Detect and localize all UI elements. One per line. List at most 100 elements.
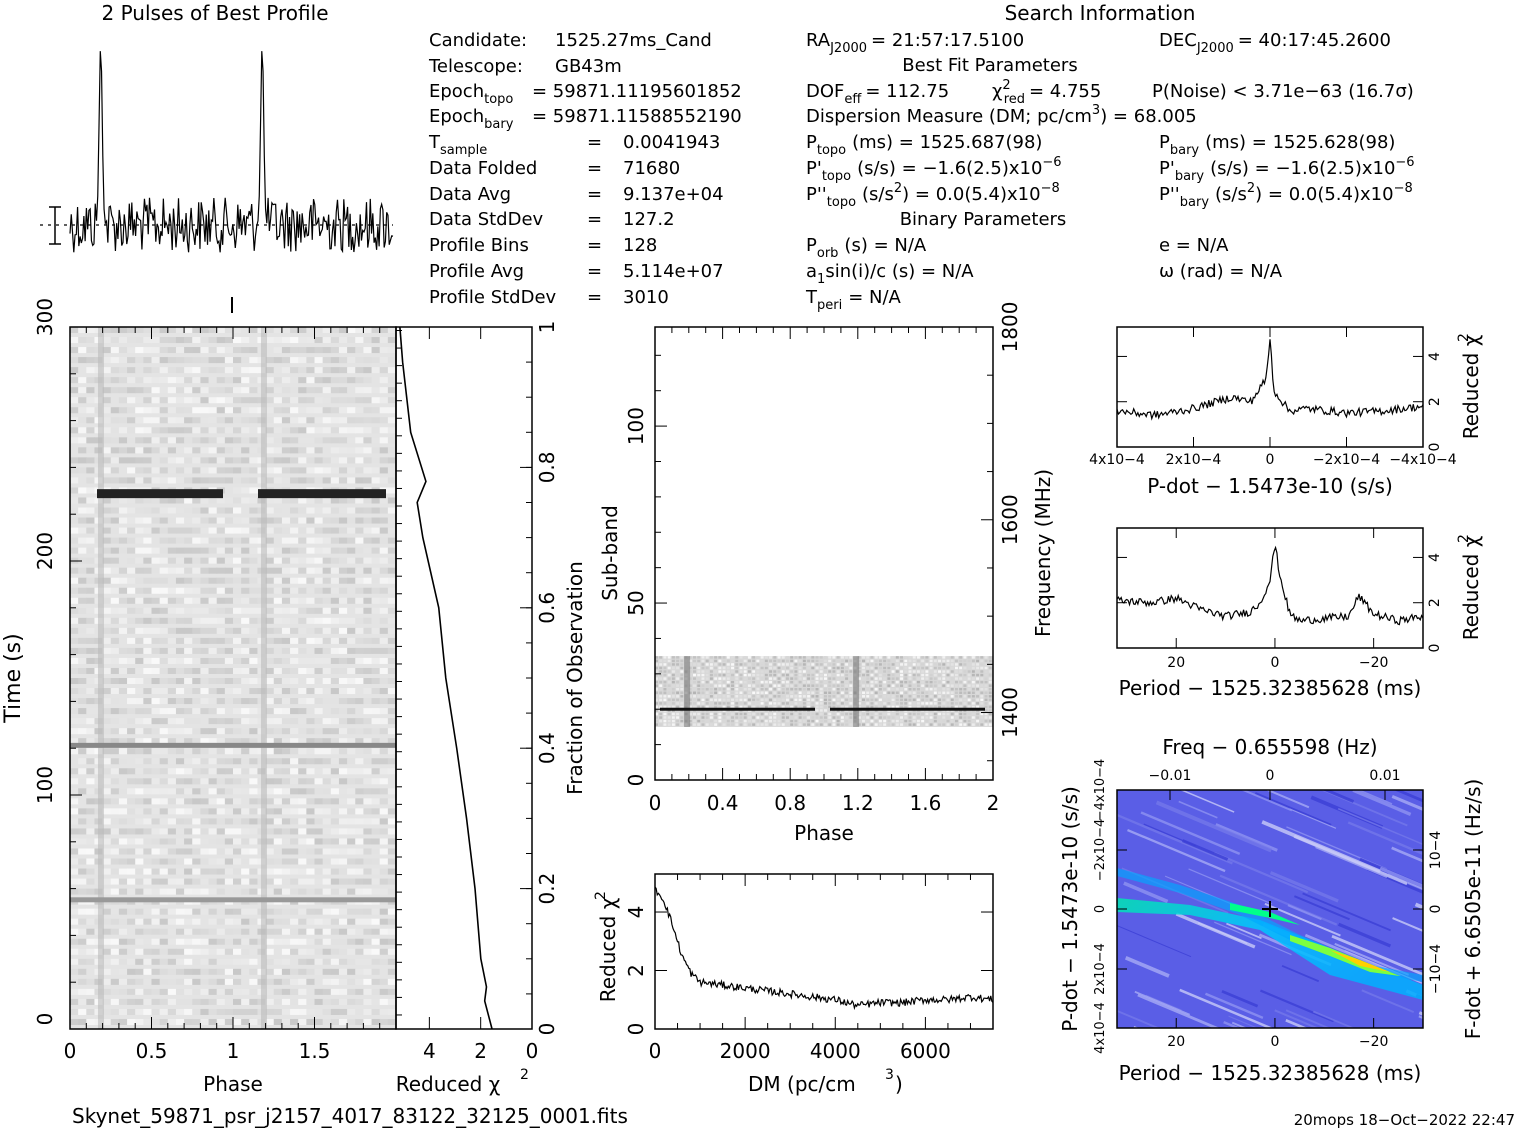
frac-frame (395, 326, 533, 1030)
tp-xtick-0: 0 (64, 1039, 77, 1063)
sb-y2tick-1: 1600 (998, 494, 1022, 545)
tp-xlabel: Phase (203, 1072, 263, 1096)
search-title: Search Information (1005, 1, 1196, 25)
ecc-field: e = N/A (1159, 235, 1229, 256)
period-chi2-plot: 20 0 −20 0 2 4 Period − 1525.32385628 (ms) Redu… (1116, 527, 1483, 700)
tp-ytick-2: 200 (33, 532, 57, 570)
pdot-ytick-0: 0 (1427, 443, 1443, 452)
pp-y2tick-0: 10−4 (1428, 831, 1444, 870)
frac-ytick-4: 0.8 (535, 451, 559, 483)
frac-ytick-5: 1 (535, 321, 559, 334)
period-ylabel-sup: 2 (1456, 534, 1472, 543)
period-pdot-image (1117, 790, 1423, 1028)
tsample-value: 0.0041943 (623, 132, 720, 153)
omega-field: ω (rad) = N/A (1159, 261, 1283, 282)
search-info: Search Information Candidate: 1525.27ms_… (428, 1, 1415, 313)
profile-avg-label: Profile Avg (429, 261, 524, 282)
tsample-eq: = (587, 132, 602, 153)
period-pdot-axes: 20 0 −20 −0.01 0 0.01 4x10−4 2x10−4 0 −2x10−4−4x1… (1058, 735, 1485, 1085)
profile-error-bar (49, 206, 61, 245)
subband-axes: 0 0.4 0.8 1.2 1.6 2 0 50 100 1400 1600 1800 Phase Sub… (598, 302, 1055, 845)
telescope-label: Telescope: (428, 56, 523, 77)
pdot-xtick-2: 0 (1266, 452, 1275, 468)
porb-field: Porb (s) = N/A (806, 235, 927, 261)
tp-bright-row (97, 489, 223, 499)
profile-avg-value: 5.114e+07 (623, 261, 724, 282)
time-phase-axes: 0 0.5 1 1.5 0 100 200 300 Phase Time (s) (1, 298, 397, 1096)
frac-line (399, 326, 493, 1030)
best-fit-title: Best Fit Parameters (902, 55, 1077, 76)
period-line (1116, 545, 1424, 626)
profile-plot (40, 51, 394, 254)
pdot-xtick-4: −4x10−4 (1389, 452, 1456, 468)
sb-pulse-column (853, 656, 860, 727)
tp-ytick-0: 0 (33, 1013, 57, 1026)
frac-ytick-3: 0.6 (535, 592, 559, 624)
dm-xlabel-close: ) (895, 1072, 903, 1096)
pp-xtick-2: −20 (1359, 1034, 1389, 1050)
binary-title: Binary Parameters (900, 209, 1067, 230)
pp-ytick-2: 0 (1093, 905, 1108, 913)
pdot-xtick-1: 2x10−4 (1166, 452, 1222, 468)
period-ytick-2: 4 (1427, 553, 1443, 562)
timestamp-label: 20mops 18−Oct−2022 22:47 (1294, 1111, 1515, 1129)
sb-bright-line (830, 707, 985, 711)
frac-xtick-2: 0 (526, 1039, 539, 1063)
tp-pulse-column (260, 327, 267, 1029)
dof-field: DOFeff = 112.75 (806, 81, 949, 107)
dm-xtick-1: 2000 (720, 1039, 771, 1063)
candidate-label: Candidate: (429, 30, 527, 51)
period-xtick-2: −20 (1359, 655, 1389, 671)
pp-ytick-3: −2x10−4 (1093, 819, 1108, 882)
pp-xtick-0: 20 (1167, 1034, 1185, 1050)
period-xtick-1: 0 (1270, 655, 1279, 671)
period-ytick-0: 0 (1427, 644, 1443, 653)
pp-x2tick-0: −0.01 (1149, 768, 1192, 784)
sb-ytick-1: 50 (624, 590, 648, 615)
profile-bins-label: Profile Bins (429, 235, 529, 256)
dm-ytick-0: 0 (624, 1023, 648, 1036)
frac-xtick-0: 4 (423, 1039, 436, 1063)
profile-bins-eq: = (587, 235, 602, 256)
pp-y2label: F-dot + 6.6505e-11 (Hz/s) (1461, 779, 1485, 1040)
pdot-ylabel-sup: 2 (1456, 333, 1472, 342)
data-std-label: Data StdDev (429, 209, 544, 230)
pddot-topo-field: P''topo (s/s2) = 0.0(5.4)x10−8 (806, 181, 1060, 210)
frac-xlabel-sup: 2 (520, 1067, 529, 1083)
profile-bins-value: 128 (623, 235, 657, 256)
chi2-field: χ2 red = 4.755 (992, 78, 1101, 107)
tperi-field: Tperi = N/A (805, 287, 902, 313)
sb-xtick-3: 1.2 (842, 791, 874, 815)
pp-ytick-0: 4x10−4 (1093, 1002, 1108, 1054)
profile-line (69, 51, 394, 254)
profile-std-label: Profile StdDev (429, 287, 557, 308)
subband-image (655, 656, 993, 727)
pdot-ytick-1: 2 (1427, 397, 1443, 406)
pp-y2tick-2: −10−4 (1428, 944, 1444, 994)
tp-ytick-3: 300 (33, 298, 57, 336)
pp-y2tick-1: 0 (1428, 905, 1444, 914)
tsample-label: Tsample (428, 132, 487, 158)
period-frame (1116, 527, 1424, 649)
pdot-bary-field: P'bary (s/s) = −1.6(2.5)x10−6 (1159, 155, 1415, 184)
time-phase-image (70, 327, 396, 1029)
profile-std-value: 3010 (623, 287, 669, 308)
sb-y2tick-2: 1800 (998, 302, 1022, 353)
period-xlabel: Period − 1525.32385628 (ms) (1119, 676, 1422, 700)
dm-field: Dispersion Measure (DM; pc/cm3) = 68.005 (806, 103, 1197, 127)
frac-ytick-2: 0.4 (535, 732, 559, 764)
dm-ylabel: Reduced χ (596, 898, 620, 1003)
period-xtick-0: 20 (1167, 655, 1185, 671)
frac-xlabel: Reduced χ (396, 1072, 501, 1096)
pddot-bary-field: P''bary (s/s2) = 0.0(5.4)x10−8 (1159, 181, 1413, 210)
pdot-line (1116, 339, 1424, 421)
best-fit-cross (1262, 901, 1278, 917)
epoch-topo-label: Epochtopo (429, 81, 513, 107)
tp-ylabel: Time (s) (1, 633, 26, 723)
sb-xtick-1: 0.4 (707, 791, 739, 815)
tp-ytick-1: 100 (33, 766, 57, 804)
sb-xtick-0: 0 (649, 791, 662, 815)
pp-title: Freq − 0.655598 (Hz) (1162, 735, 1377, 759)
pdot-xtick-0: 4x10−4 (1089, 452, 1145, 468)
